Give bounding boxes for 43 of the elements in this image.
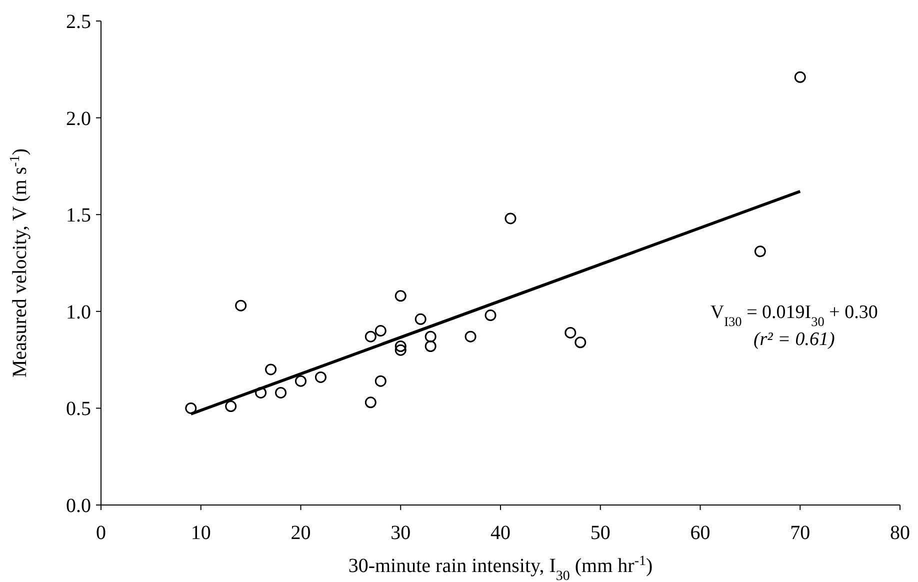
y-tick-label: 2.5 bbox=[66, 11, 91, 33]
point bbox=[314, 371, 326, 383]
x-tick-label: 50 bbox=[590, 522, 610, 544]
y-tick-label: 1.5 bbox=[66, 204, 91, 227]
point bbox=[364, 396, 376, 408]
point bbox=[574, 336, 586, 348]
x-tick-label: 10 bbox=[190, 522, 211, 544]
x-tick-label: 0 bbox=[96, 522, 106, 544]
annotation: (r² = 0.61) bbox=[753, 329, 835, 350]
x-tick-label: 70 bbox=[790, 522, 810, 544]
point bbox=[275, 386, 287, 398]
point bbox=[374, 375, 386, 387]
point bbox=[754, 246, 766, 258]
point bbox=[464, 330, 476, 342]
x-tick-label: 30 bbox=[390, 522, 411, 544]
point bbox=[374, 325, 386, 337]
point bbox=[424, 330, 436, 342]
point bbox=[225, 400, 237, 412]
y-tick-label: 1.0 bbox=[66, 301, 91, 324]
point bbox=[394, 344, 406, 356]
point bbox=[794, 71, 806, 83]
point bbox=[394, 340, 406, 352]
point bbox=[255, 386, 267, 398]
x-axis-title: 30-minute rain intensity, I$_{30}$ (mm hr$^{-1}$) bbox=[348, 554, 653, 582]
point bbox=[265, 364, 277, 376]
point bbox=[185, 402, 197, 414]
x-tick-label: 80 bbox=[890, 522, 910, 544]
y-tick-label: 2.0 bbox=[66, 108, 91, 130]
point bbox=[504, 212, 516, 224]
point bbox=[394, 290, 406, 302]
annotation: V$_{I30}$ = 0.019I$_{30}$ + 0.30 bbox=[710, 302, 878, 328]
x-tick-label: 60 bbox=[690, 522, 710, 544]
point bbox=[424, 340, 436, 352]
x-tick-label: 20 bbox=[290, 522, 311, 544]
x-tick-label: 40 bbox=[490, 522, 510, 544]
point bbox=[414, 313, 426, 325]
point bbox=[364, 330, 376, 342]
y-tick-label: 0.0 bbox=[66, 495, 91, 517]
point bbox=[484, 310, 496, 322]
y-tick-label: 0.5 bbox=[66, 398, 91, 420]
point bbox=[235, 300, 247, 312]
point bbox=[295, 375, 306, 387]
point bbox=[564, 326, 576, 338]
